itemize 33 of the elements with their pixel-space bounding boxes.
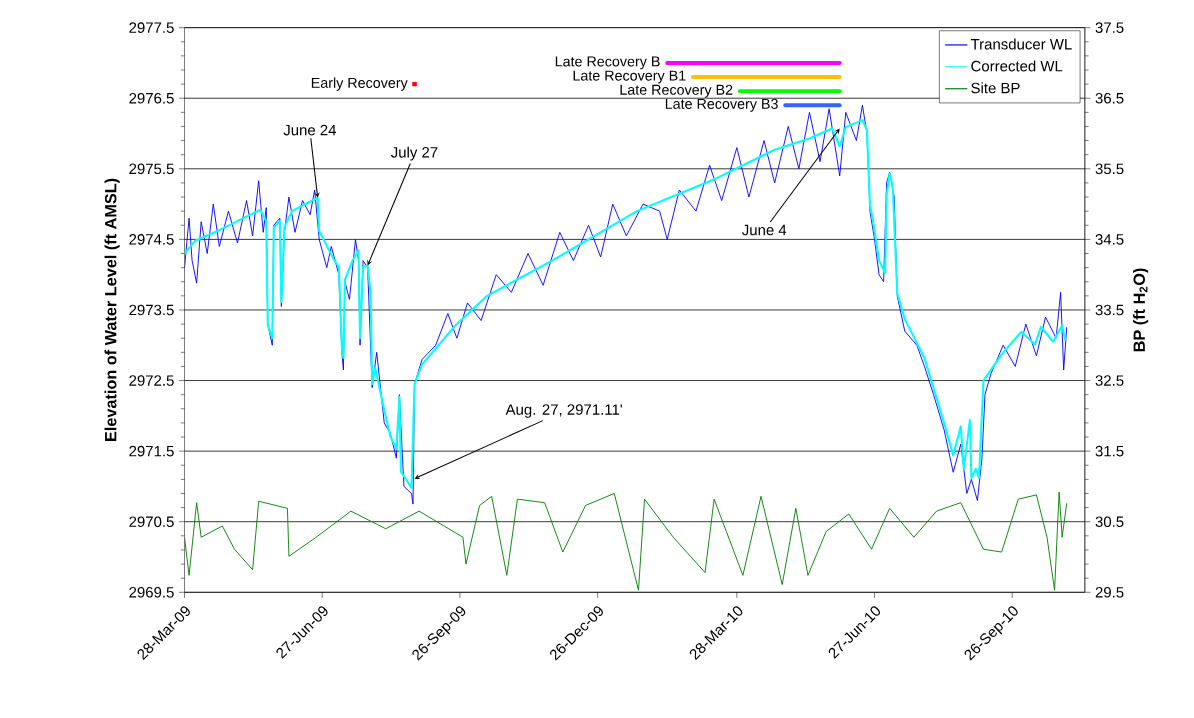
annotation: July 27 xyxy=(390,146,438,161)
legend-label: Corrected WL xyxy=(971,60,1063,72)
annotation: June 24 xyxy=(283,124,337,136)
series-label: Late Recovery B2 xyxy=(620,84,733,98)
y-tick-label: 2975.5 xyxy=(129,163,174,175)
y2-tick-label: 35.5 xyxy=(1095,163,1124,175)
y2-tick-label: 34.5 xyxy=(1095,234,1124,245)
y-axis-title: Elevation of Water Level (ft AMSL) xyxy=(104,178,120,441)
y2-tick-label: 31.5 xyxy=(1095,445,1124,457)
line-series xyxy=(184,491,1068,591)
y2-tick-label: 32.5 xyxy=(1095,375,1124,386)
y2-tick-label: 36.5 xyxy=(1095,92,1124,104)
y-tick-label: 2976.5 xyxy=(129,92,174,104)
y-tick-label: 2973.5 xyxy=(129,304,174,316)
y-tick-label: 2970.5 xyxy=(129,516,174,527)
series-label: Late Recovery B3 xyxy=(665,98,778,112)
y-tick-label: 2977.5 xyxy=(129,22,174,33)
y-tick-label: 2971.5 xyxy=(129,445,174,457)
series-label: Early Recovery xyxy=(311,77,408,91)
series-label: Late Recovery B xyxy=(555,56,660,70)
series-label: Late Recovery B1 xyxy=(573,70,686,84)
annotation: June 4 xyxy=(742,224,787,236)
y2-tick-label: 29.5 xyxy=(1095,586,1124,598)
y2-axis-title: BP (ft H$_{2}$O) xyxy=(1133,268,1149,352)
y2-tick-label: 30.5 xyxy=(1095,516,1124,527)
y-tick-label: 2972.5 xyxy=(129,375,174,386)
annotation: Aug. 27, 2971.11' xyxy=(505,404,622,418)
y-tick-label: 2969.5 xyxy=(129,586,174,598)
y-tick-label: 2974.5 xyxy=(129,234,174,245)
y2-tick-label: 37.5 xyxy=(1095,22,1124,33)
legend-label: Transducer WL xyxy=(970,38,1072,50)
legend-label: Site BP xyxy=(971,82,1020,94)
y2-tick-label: 33.5 xyxy=(1095,304,1124,316)
